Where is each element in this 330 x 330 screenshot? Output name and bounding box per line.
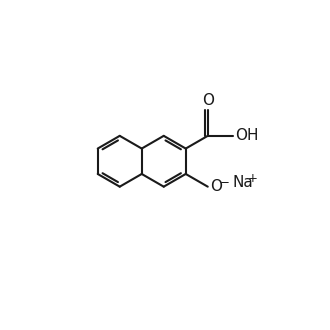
Text: Na: Na bbox=[232, 175, 253, 189]
Text: +: + bbox=[248, 172, 258, 185]
Text: O: O bbox=[202, 93, 214, 108]
Text: −: − bbox=[219, 176, 229, 189]
Text: OH: OH bbox=[236, 128, 259, 143]
Text: O: O bbox=[210, 179, 222, 194]
